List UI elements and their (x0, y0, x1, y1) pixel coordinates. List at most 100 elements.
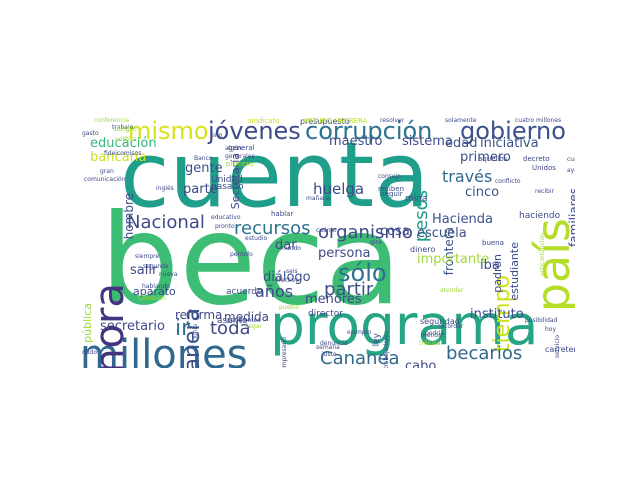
cloud-word: haciendo (519, 211, 561, 221)
cloud-word: pendientes (227, 317, 261, 324)
cloud-word: gente (185, 161, 223, 176)
cloud-word: parte (183, 182, 218, 197)
cloud-word: primero (460, 150, 511, 165)
cloud-word: mina (405, 194, 428, 204)
cloud-word: segunda (143, 263, 169, 270)
cloud-word: dudo (82, 349, 98, 356)
cloud-word: acuerdo (226, 287, 263, 297)
cloud-word: trabajadores (383, 331, 390, 368)
cloud-word: comunicación (84, 176, 126, 183)
cloud-word: programa (270, 293, 539, 357)
cloud-word: toda (210, 318, 251, 339)
cloud-word: Banco (194, 155, 213, 162)
cloud-word: salir (130, 263, 158, 278)
cloud-word: sino (210, 132, 223, 139)
cloud-word: aparato (133, 285, 176, 298)
cloud-word: gobierno (460, 117, 566, 145)
cloud-word: seguir (381, 190, 403, 198)
cloud-word: efectivo (275, 277, 300, 284)
cloud-word: cosa (380, 224, 410, 239)
cloud-word: pueblo (279, 304, 300, 311)
cloud-word: recibir (535, 188, 554, 195)
cloud-word: dinero (410, 245, 436, 254)
cloud-word: edad (445, 136, 478, 151)
cloud-word: dar (275, 238, 297, 253)
cloud-word: medida (224, 310, 269, 324)
cloud-word: secretario (100, 319, 165, 334)
cloud-word: aquellos (478, 155, 508, 163)
cloud-word: algún (225, 145, 242, 152)
cloud-word: gira (370, 239, 382, 246)
cloud-word: mañana (306, 195, 331, 202)
cloud-word: padrón (491, 254, 504, 293)
cloud-word: estudio (245, 235, 268, 242)
cloud-word: Unidos (532, 164, 556, 172)
cloud-word: justo (322, 351, 337, 358)
cloud-word: educación (90, 136, 157, 151)
cloud-word: recordar (438, 323, 464, 330)
cloud-word: bancaria (90, 150, 147, 165)
cloud-word: menos (421, 332, 442, 339)
cloud-word: general (228, 144, 255, 152)
cloud-word: familiares (567, 188, 575, 247)
cloud-word: inglés (156, 185, 174, 192)
cloud-word: años (255, 282, 294, 301)
cloud-word: millones (80, 332, 248, 368)
cloud-word: menores (305, 292, 362, 307)
cloud-word: ayer (567, 167, 575, 174)
cloud-word: pública (81, 303, 94, 343)
cloud-word: sangre (113, 125, 137, 133)
cloud-word: servicio (554, 335, 561, 359)
cloud-word: gran (100, 168, 114, 175)
cloud-word: consejo (378, 173, 401, 180)
cloud-word: maestro (329, 134, 383, 149)
cloud-word: llegar (245, 323, 262, 330)
cloud-word: Comisión (138, 295, 166, 302)
cloud-word: ejemplo (347, 329, 372, 336)
cloud-word: solamente (445, 117, 477, 124)
cloud-word: seis (286, 268, 298, 275)
cloud-word: generales (225, 153, 255, 160)
cloud-word: período (230, 251, 253, 258)
cloud-word: trabajo (112, 124, 134, 131)
cloud-word: cuatro millones (515, 117, 562, 124)
cloud-word: mismo (128, 117, 209, 145)
cloud-word: diálogo (263, 270, 311, 285)
cloud-word: cinco (465, 185, 500, 200)
cloud-word: Nacional (127, 212, 205, 233)
cloud-word: fideicomisos (104, 150, 142, 157)
cloud-word: presupuesto (300, 117, 350, 126)
cloud-word: reforma (175, 308, 223, 322)
cloud-word: director (308, 309, 343, 319)
cloud-word: ir (175, 316, 191, 341)
cloud-word: cuenta (120, 123, 430, 228)
cloud-word: decreto (523, 155, 550, 163)
cloud-word: cabo (405, 359, 437, 368)
cloud-word: denuncia (320, 340, 348, 347)
cloud-word: importante (417, 252, 490, 267)
cloud-word: corrupción (305, 117, 433, 145)
cloud-word: cuarto (567, 156, 575, 163)
cloud-word: becarios (446, 343, 523, 364)
cloud-word: jóvenes (208, 117, 301, 145)
cloud-word: conflicto (495, 178, 521, 185)
cloud-word: mundo (280, 245, 301, 252)
cloud-word: posibilidad (525, 317, 558, 324)
cloud-word: pasado (211, 182, 244, 192)
cloud-word: buena (482, 239, 504, 247)
word-cloud: beca cuenta programa millones apoyo país Sonor… (80, 113, 575, 368)
cloud-word: ARTURO HERRERA (303, 117, 368, 125)
cloud-word: sólo (338, 259, 387, 287)
cloud-word: partir (324, 279, 374, 300)
cloud-word: hoy (545, 326, 557, 333)
cloud-word: reciben (378, 185, 405, 193)
cloud-word: sistema (402, 134, 453, 149)
cloud-word: pronto (215, 223, 235, 230)
cloud-word: junio (192, 324, 199, 339)
cloud-word: educativo (211, 214, 241, 221)
cloud-word: hablando (142, 283, 170, 290)
cloud-word: cuánto (316, 227, 337, 234)
cloud-word: empresario (281, 337, 288, 368)
cloud-word: carretera (545, 345, 575, 354)
cloud-word: iniciativa (480, 136, 539, 151)
